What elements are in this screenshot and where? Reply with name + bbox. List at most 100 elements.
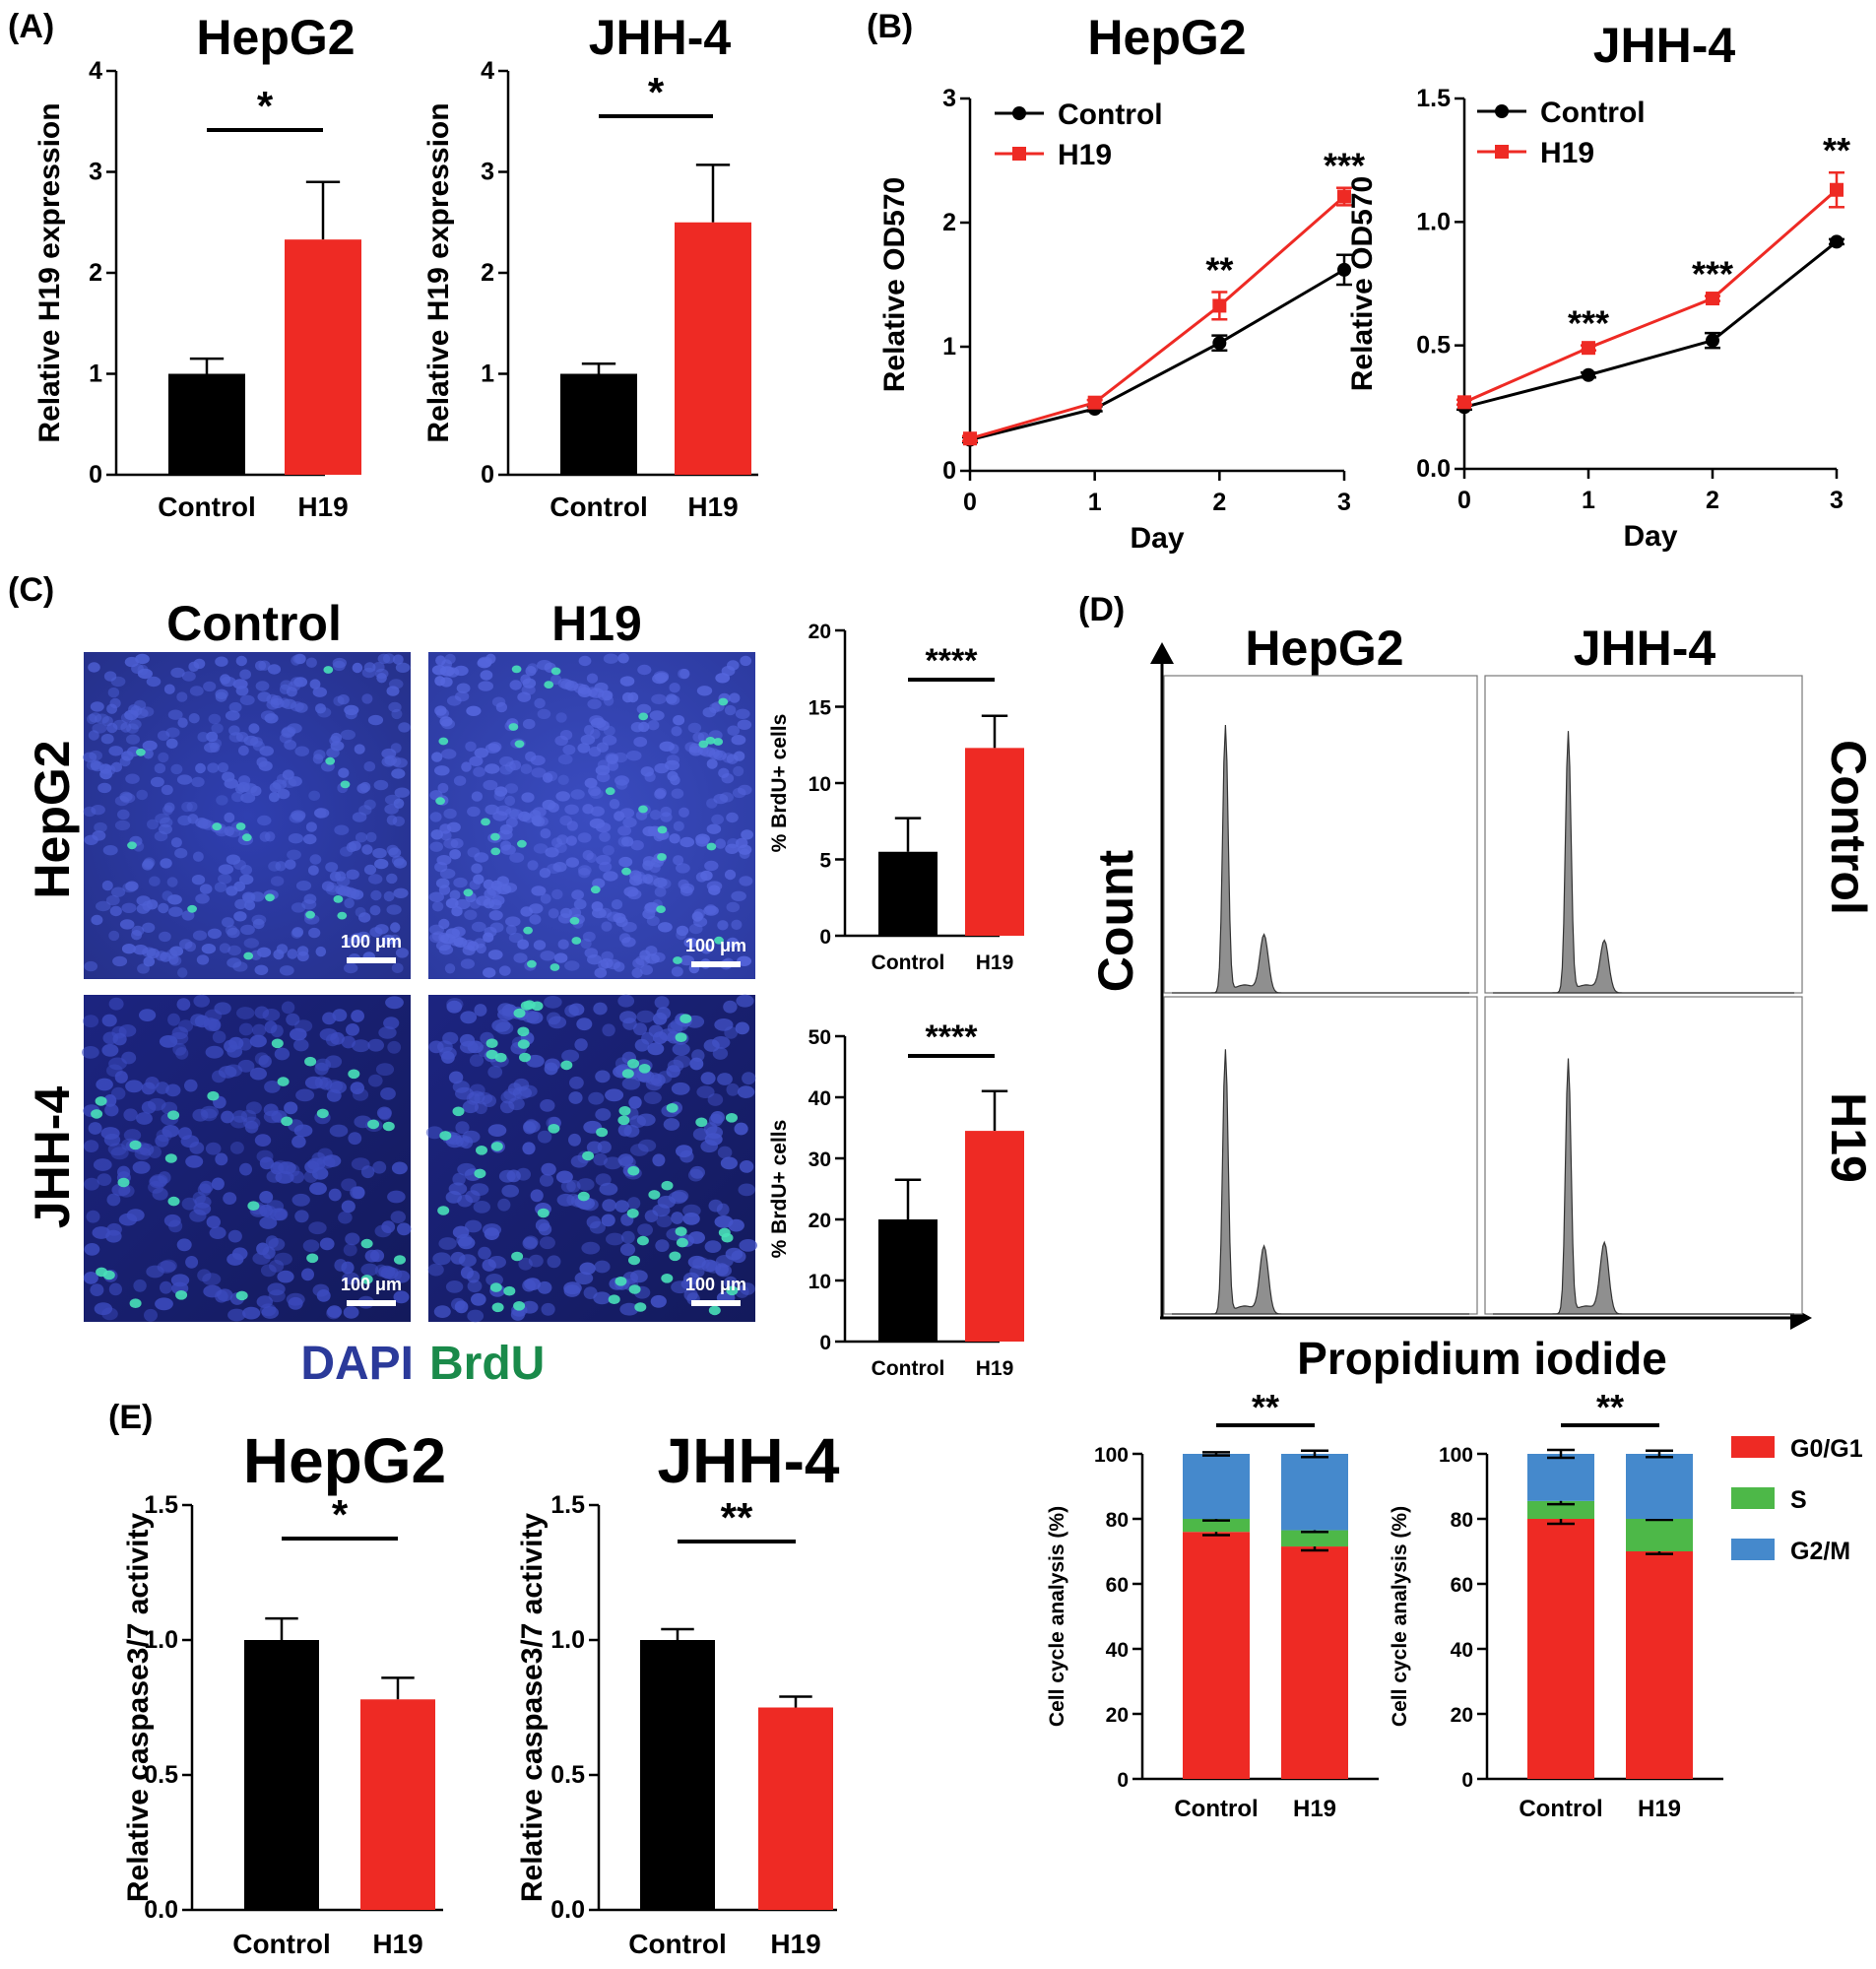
nucleus — [506, 1169, 521, 1183]
nucleus — [460, 1011, 478, 1024]
nucleus — [97, 1173, 112, 1186]
nucleus — [595, 1108, 612, 1121]
nucleus — [467, 1309, 485, 1323]
brdu-nucleus — [435, 797, 445, 806]
nucleus — [510, 1308, 526, 1321]
brdu-nucleus — [726, 1285, 739, 1296]
nucleus — [90, 759, 101, 770]
brdu-nucleus — [698, 740, 709, 749]
nucleus — [158, 752, 169, 763]
nucleus — [157, 730, 170, 741]
nucleus — [259, 1216, 278, 1229]
nucleus — [368, 1074, 383, 1087]
nucleus — [707, 1093, 724, 1106]
nucleus — [193, 851, 204, 862]
nucleus — [704, 1133, 723, 1146]
nucleus — [437, 782, 449, 794]
brdu-nucleus — [577, 1191, 590, 1202]
nucleus — [589, 715, 604, 726]
nucleus — [582, 931, 596, 943]
nucleus — [215, 1152, 228, 1166]
nucleus — [294, 746, 310, 756]
nucleus — [170, 837, 182, 848]
nucleus — [172, 1042, 187, 1056]
nucleus — [539, 1173, 554, 1187]
nucleus — [239, 874, 254, 886]
nucleus — [343, 1243, 357, 1257]
nucleus — [233, 881, 246, 892]
nucleus — [234, 898, 247, 910]
a-hepg2-title: HepG2 — [196, 10, 355, 65]
nucleus — [384, 804, 399, 815]
nucleus — [348, 840, 361, 851]
y-tick-label: 20 — [1451, 1704, 1473, 1727]
nucleus — [485, 1274, 503, 1286]
nucleus — [537, 1280, 552, 1294]
nucleus — [195, 762, 206, 774]
nucleus — [96, 900, 111, 912]
nucleus — [540, 828, 551, 839]
brdu-nucleus — [476, 1146, 487, 1155]
significance-stars: * — [332, 1491, 349, 1538]
nucleus — [523, 1120, 541, 1134]
brdu-nucleus — [571, 937, 582, 945]
nucleus — [654, 886, 667, 897]
nucleus — [214, 882, 227, 892]
nucleus — [143, 956, 156, 967]
nucleus — [504, 783, 519, 794]
nucleus — [168, 906, 183, 917]
nucleus — [146, 899, 159, 910]
dna-content-histogram — [1493, 731, 1794, 994]
nucleus — [264, 713, 279, 724]
point-h19 — [1706, 292, 1719, 306]
nucleus — [392, 757, 408, 768]
nucleus — [671, 966, 683, 977]
nucleus — [579, 1262, 596, 1276]
nucleus — [302, 833, 317, 845]
brdu-nucleus — [718, 697, 729, 706]
nucleus — [621, 937, 636, 948]
brdu-nucleus — [569, 917, 580, 925]
nucleus — [726, 937, 739, 949]
nucleus — [177, 815, 192, 826]
dna-content-histogram — [1493, 1058, 1794, 1315]
nucleus — [483, 898, 495, 909]
nucleus — [577, 743, 591, 754]
category-label: H19 — [1638, 1796, 1681, 1822]
nucleus — [363, 761, 376, 772]
nucleus — [590, 806, 605, 817]
nucleus — [627, 1197, 641, 1210]
nucleus — [457, 1162, 476, 1176]
brdu-nucleus — [394, 1255, 406, 1265]
nucleus — [103, 671, 117, 682]
y-axis-label: Relative H19 expression — [422, 102, 455, 442]
cell-nuclei-texture — [82, 653, 757, 1323]
nucleus — [431, 901, 444, 912]
nucleus — [228, 701, 242, 713]
y-tick-label: 60 — [1451, 1574, 1473, 1597]
brdu-nucleus — [661, 1180, 674, 1191]
nucleus — [391, 962, 404, 973]
nucleus — [218, 864, 234, 875]
nucleus — [531, 767, 547, 778]
legend-label: Control — [1540, 97, 1646, 129]
nucleus — [111, 1025, 127, 1039]
nucleus — [270, 876, 285, 886]
nucleus — [249, 737, 263, 748]
nucleus — [278, 1161, 296, 1175]
y-tick-label: 0.0 — [550, 1896, 585, 1924]
category-label: Control — [232, 1929, 331, 1959]
nucleus — [291, 811, 306, 822]
scale-bar-label: 100 μm — [341, 1275, 402, 1294]
nucleus — [133, 1279, 147, 1292]
nucleus — [487, 1066, 503, 1079]
nucleus — [106, 703, 117, 714]
nucleus — [168, 1219, 183, 1233]
nucleus — [268, 1237, 286, 1251]
stack-g2-m — [1183, 1454, 1250, 1519]
nucleus — [107, 687, 120, 698]
nucleus — [291, 928, 303, 939]
brdu-nucleus — [628, 1284, 641, 1294]
nucleus — [94, 821, 107, 833]
